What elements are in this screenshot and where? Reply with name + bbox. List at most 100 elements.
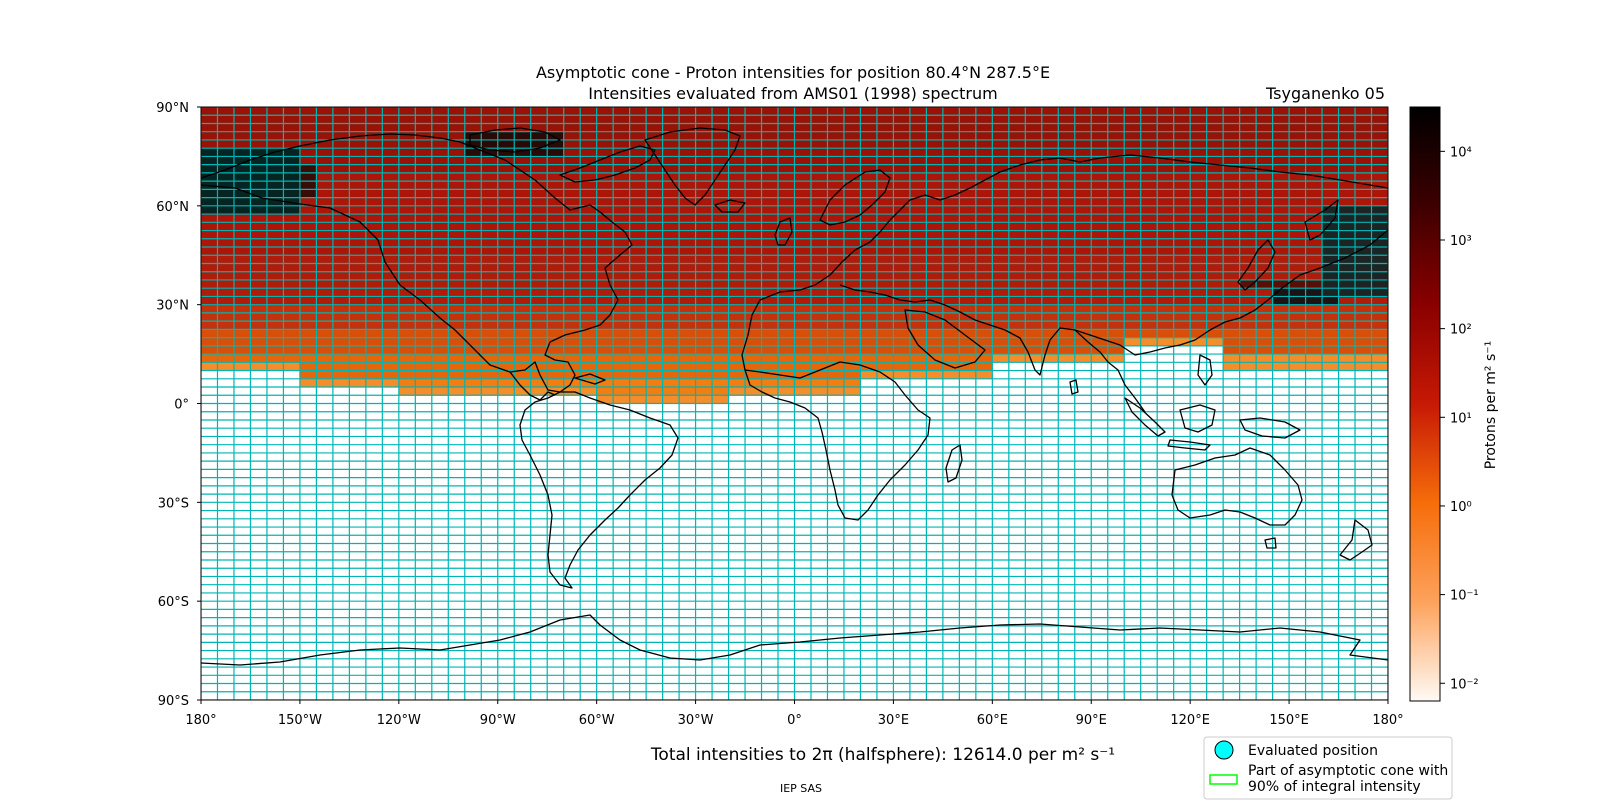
intensity-cell xyxy=(761,387,779,396)
intensity-cell xyxy=(613,370,630,380)
intensity-cell xyxy=(596,337,614,347)
intensity-cell xyxy=(596,312,614,322)
intensity-cell xyxy=(926,247,944,256)
intensity-cell xyxy=(975,288,993,297)
intensity-cell xyxy=(481,107,499,116)
intensity-cell xyxy=(530,321,548,330)
intensity-cell xyxy=(1173,172,1191,182)
intensity-cell xyxy=(233,123,251,133)
intensity-cell xyxy=(827,271,845,281)
intensity-cell xyxy=(926,197,944,207)
intensity-cell xyxy=(398,354,416,363)
intensity-cell xyxy=(283,337,301,347)
intensity-cell xyxy=(530,181,548,190)
intensity-cell xyxy=(662,329,680,338)
intensity-cell xyxy=(1371,172,1388,182)
intensity-cell xyxy=(712,337,729,347)
intensity-cell xyxy=(266,164,284,174)
intensity-cell xyxy=(382,197,400,207)
intensity-cell xyxy=(992,329,1010,338)
intensity-cell xyxy=(448,107,466,116)
intensity-cell xyxy=(349,139,367,149)
intensity-cell xyxy=(415,172,433,182)
intensity-cell xyxy=(1239,247,1257,256)
intensity-cell xyxy=(514,164,532,174)
intensity-cell xyxy=(481,271,499,281)
intensity-cell xyxy=(497,354,515,363)
intensity-cell xyxy=(679,345,696,355)
intensity-cell xyxy=(1008,288,1026,297)
intensity-cell xyxy=(629,370,647,380)
intensity-cell xyxy=(1305,189,1323,198)
intensity-cell xyxy=(810,271,828,281)
intensity-cell xyxy=(1338,205,1356,215)
intensity-cell xyxy=(250,337,268,347)
intensity-cell xyxy=(580,131,597,141)
intensity-cell xyxy=(299,115,317,124)
intensity-cell xyxy=(266,279,284,289)
intensity-cell xyxy=(745,156,762,165)
intensity-cell xyxy=(365,156,383,165)
intensity-cell xyxy=(1008,271,1026,281)
intensity-cell xyxy=(349,345,367,355)
model-name: Tsyganenko 05 xyxy=(1265,84,1385,103)
title-line2: Intensities evaluated from AMS01 (1998) … xyxy=(588,84,997,103)
intensity-cell xyxy=(728,214,746,223)
intensity-cell xyxy=(530,312,548,322)
intensity-cell xyxy=(580,255,597,264)
intensity-cell xyxy=(1041,288,1059,297)
intensity-cell xyxy=(1140,255,1158,264)
footer-credit: IEP SAS xyxy=(780,782,822,795)
intensity-cell xyxy=(679,115,696,124)
intensity-cell xyxy=(1190,197,1207,207)
intensity-cell xyxy=(810,214,828,223)
intensity-cell xyxy=(613,156,630,165)
intensity-cell xyxy=(629,288,647,297)
intensity-cell xyxy=(1058,230,1076,240)
intensity-cell xyxy=(1355,263,1372,273)
intensity-cell xyxy=(547,115,564,124)
intensity-cell xyxy=(382,304,400,314)
intensity-cell xyxy=(712,271,729,281)
intensity-cell xyxy=(398,271,416,281)
intensity-cell xyxy=(217,139,235,149)
intensity-cell xyxy=(629,387,647,396)
intensity-cell xyxy=(909,197,927,207)
intensity-cell xyxy=(464,279,482,289)
intensity-cell xyxy=(794,222,812,231)
intensity-cell xyxy=(909,329,927,338)
intensity-cell xyxy=(217,296,235,305)
intensity-cell xyxy=(860,222,878,231)
intensity-cell xyxy=(365,329,383,338)
intensity-cell xyxy=(250,156,268,165)
intensity-cell xyxy=(992,131,1010,141)
intensity-cell xyxy=(1338,321,1356,330)
intensity-cell xyxy=(1239,156,1257,165)
intensity-cell xyxy=(1305,214,1323,223)
intensity-cell xyxy=(1008,148,1026,157)
intensity-cell xyxy=(448,115,466,124)
intensity-cell xyxy=(1107,247,1125,256)
intensity-cell xyxy=(398,197,416,207)
intensity-cell xyxy=(975,337,993,347)
intensity-cell xyxy=(596,279,614,289)
intensity-cell xyxy=(349,321,367,330)
intensity-cell xyxy=(266,123,284,133)
intensity-cell xyxy=(1058,238,1076,248)
intensity-cell xyxy=(1173,238,1191,248)
intensity-cell xyxy=(860,131,878,141)
intensity-cell xyxy=(316,312,334,322)
intensity-cell xyxy=(893,172,911,182)
intensity-cell xyxy=(712,164,729,174)
intensity-cell xyxy=(299,181,317,190)
intensity-cell xyxy=(365,205,383,215)
intensity-cell xyxy=(745,354,762,363)
intensity-cell xyxy=(547,222,564,231)
intensity-cell xyxy=(662,238,680,248)
intensity-cell xyxy=(299,247,317,256)
intensity-cell xyxy=(712,370,729,380)
intensity-cell xyxy=(464,296,482,305)
intensity-cell xyxy=(909,214,927,223)
intensity-cell xyxy=(794,230,812,240)
intensity-cell xyxy=(712,131,729,141)
